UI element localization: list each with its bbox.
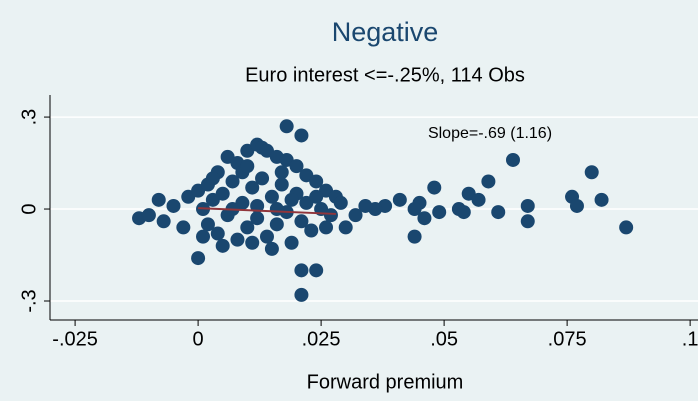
point [319,220,334,235]
point [250,211,265,226]
point [215,238,230,253]
point [245,235,260,250]
point [200,217,215,232]
point [407,229,422,244]
point [274,165,289,180]
point [594,192,609,207]
x-tick-label: .1 [682,328,698,350]
point [245,180,260,195]
point [427,180,442,195]
fit-line [198,207,336,215]
annotation: Slope=-.69 (1.16) [428,125,552,142]
point [417,211,432,226]
point [284,192,299,207]
point [333,195,348,210]
y-tick-label: -.3 [18,289,40,312]
point [196,229,211,244]
chart-subtitle: Euro interest <=-.25%, 114 Obs [245,64,525,86]
point [210,226,225,241]
point [456,205,471,220]
point [619,220,634,235]
x-tick-label: .05 [430,328,458,350]
point [240,159,255,174]
point [230,232,245,247]
point [584,165,599,180]
point [156,214,171,229]
point [338,220,353,235]
point [309,189,324,204]
point [294,287,309,302]
x-axis-label: Forward premium [307,371,464,393]
point [323,208,338,223]
point [205,171,220,186]
point [520,214,535,229]
point [141,208,156,223]
point [240,220,255,235]
y-tick-label: .3 [18,109,40,126]
point [166,198,181,213]
point [269,202,284,217]
point [520,198,535,213]
point [569,198,584,213]
point [279,119,294,134]
point [294,263,309,278]
y-tick-label: 0 [18,203,40,214]
x-tick-label: 0 [193,328,204,350]
point [309,174,324,189]
point [392,192,407,207]
point [309,263,324,278]
point [289,159,304,174]
x-tick-label: .075 [548,328,587,350]
point [348,208,363,223]
point [264,189,279,204]
point [481,174,496,189]
point [176,220,191,235]
chart-title: Negative [332,17,439,47]
point [269,217,284,232]
point [191,251,206,266]
point [151,192,166,207]
point [274,177,289,192]
point [255,171,270,186]
x-tick-label: .025 [302,328,341,350]
point [505,152,520,167]
point [264,241,279,256]
point [471,192,486,207]
x-tick-label: -.025 [52,328,98,350]
point [294,214,309,229]
point [407,202,422,217]
point [491,205,506,220]
point [259,229,274,244]
point [358,198,373,213]
point [284,235,299,250]
point [215,186,230,201]
point [304,223,319,238]
point [225,174,240,189]
point [294,128,309,143]
point [432,205,447,220]
